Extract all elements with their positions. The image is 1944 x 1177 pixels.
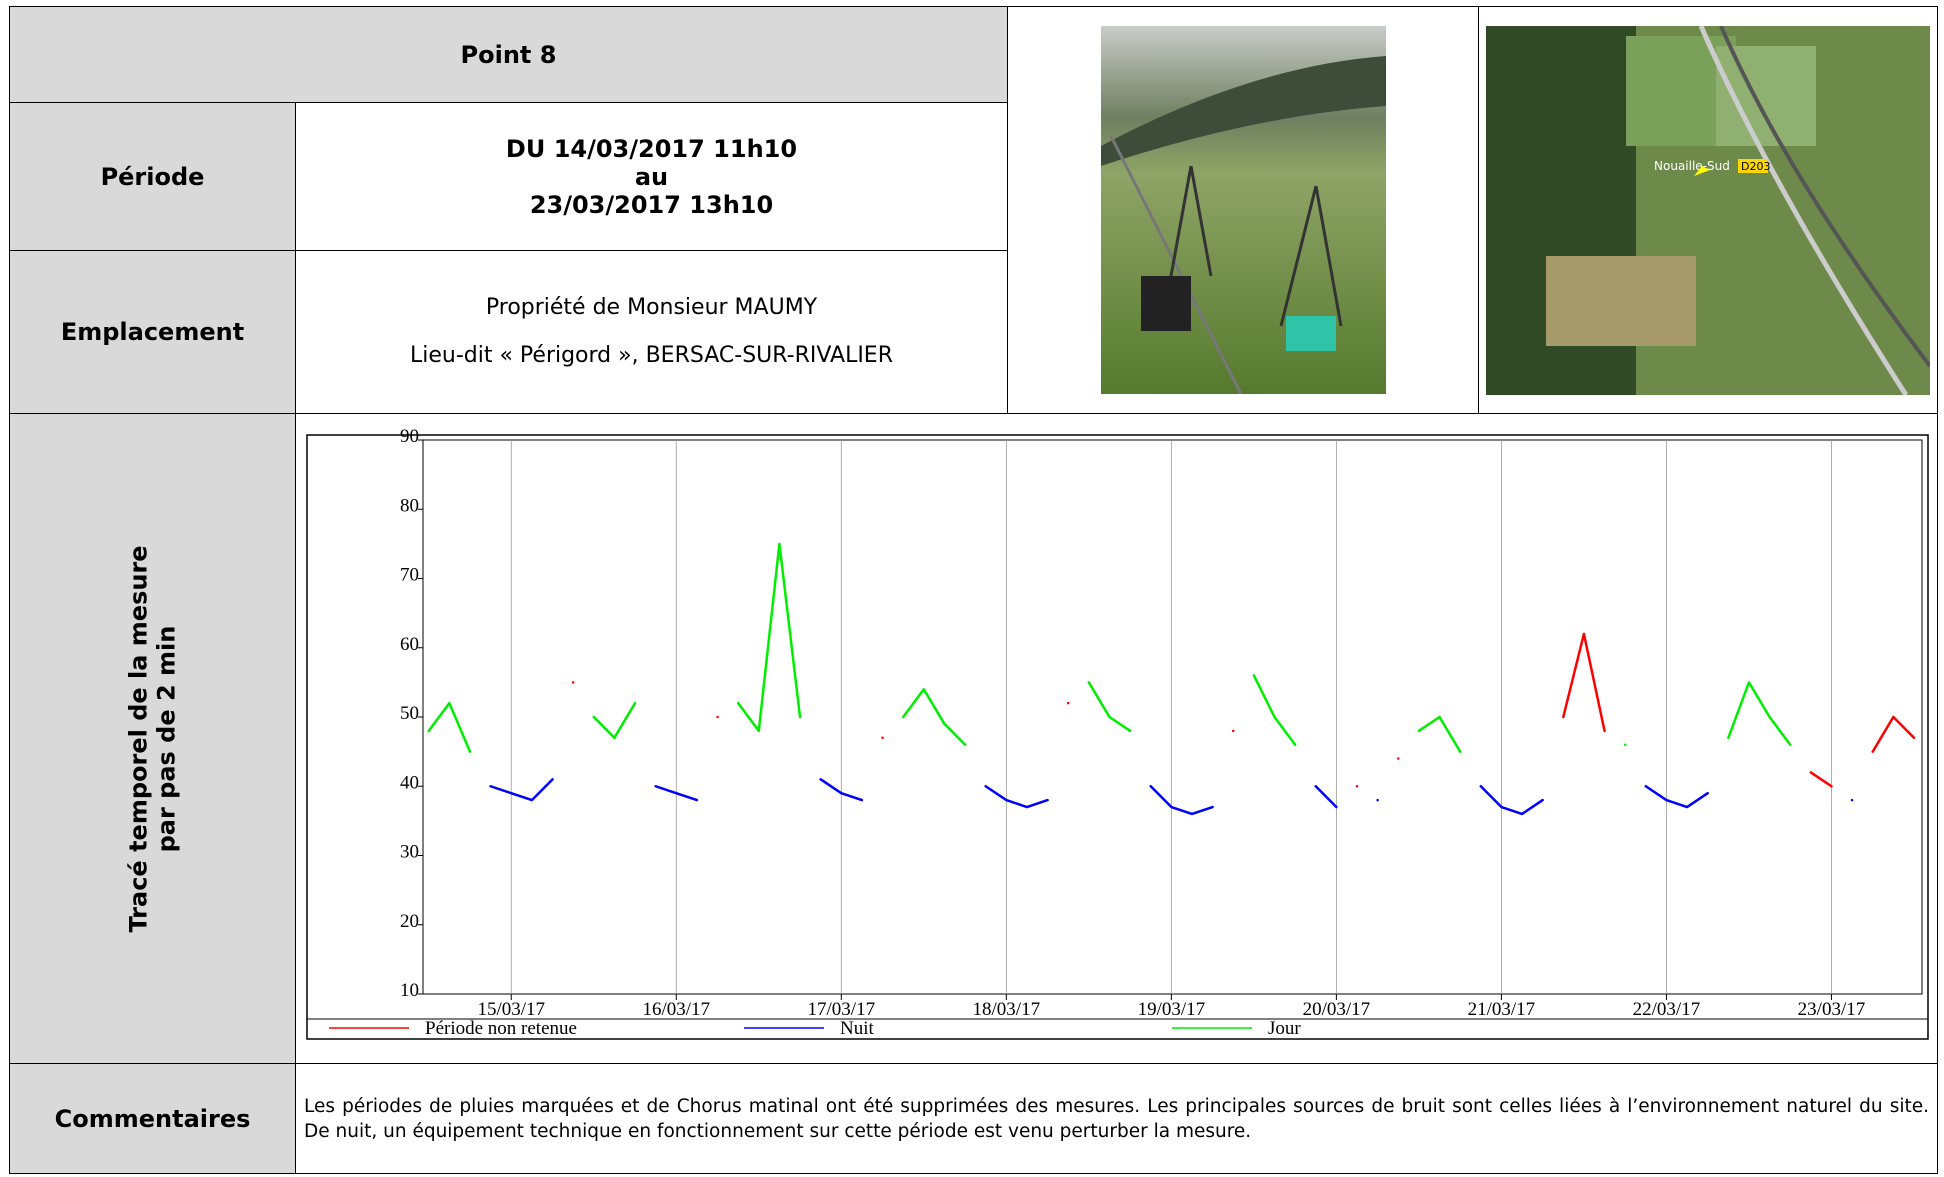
- series-line: [571, 632, 1916, 788]
- plot-area: [422, 439, 1923, 995]
- chart-frame: [306, 434, 1929, 1040]
- x-tick-label: 17/03/17: [808, 999, 876, 1020]
- x-tick-label: 22/03/17: [1633, 999, 1701, 1020]
- x-tick-label: 15/03/17: [477, 999, 545, 1020]
- y-tick-label: 80: [400, 495, 419, 516]
- label-cell: Commentaires: [9, 1063, 296, 1174]
- site-photo: [1100, 26, 1386, 394]
- y-tick-label: 40: [400, 772, 419, 793]
- series-line: [427, 542, 1792, 753]
- value-cell: DU 14/03/2017 11h10 au 23/03/2017 13h10: [295, 102, 1008, 251]
- legend-label: Période non retenue: [425, 1018, 577, 1039]
- label-cell: Tracé temporel de la mesure par pas de 2…: [9, 413, 296, 1064]
- legend-label: Nuit: [840, 1018, 875, 1039]
- y-tick-label: 90: [400, 426, 419, 447]
- label-cell: Emplacement: [9, 250, 296, 414]
- x-tick-label: 23/03/17: [1798, 999, 1866, 1020]
- title: Point 8: [460, 40, 557, 69]
- comments-cell: Les périodes de pluies marquées et de Ch…: [295, 1063, 1938, 1174]
- x-tick-label: 19/03/17: [1138, 999, 1206, 1020]
- comments-text: Les périodes de pluies marquées et de Ch…: [304, 1095, 1929, 1142]
- period-line: 23/03/2017 13h10: [529, 190, 774, 219]
- location-line: Propriété de Monsieur MAUMY: [485, 295, 818, 320]
- y-tick-label: 10: [400, 980, 419, 1001]
- x-tick-label: 16/03/17: [642, 999, 710, 1020]
- period-line: au: [634, 162, 669, 191]
- photo-cell: [1007, 6, 1479, 414]
- period-line: DU 14/03/2017 11h10: [505, 134, 798, 163]
- x-tick-label: 20/03/17: [1303, 999, 1371, 1020]
- y-tick-label: 70: [400, 565, 419, 586]
- comments-label: Commentaires: [54, 1104, 251, 1133]
- x-tick-label: 18/03/17: [973, 999, 1041, 1020]
- map-label: D203: [1741, 160, 1770, 173]
- series-line: [489, 778, 1854, 816]
- x-tick-label: 21/03/17: [1468, 999, 1536, 1020]
- map-image: Nouaille-Sud D203: [1486, 25, 1930, 395]
- y-tick-label: 30: [400, 842, 419, 863]
- value-cell: Propriété de Monsieur MAUMY Lieu-dit « P…: [295, 250, 1008, 414]
- location-line: Lieu-dit « Périgord », BERSAC-SUR-RIVALI…: [409, 343, 893, 368]
- y-tick-label: 60: [400, 634, 419, 655]
- legend-label: Jour: [1268, 1018, 1301, 1039]
- map-label: Nouaille-Sud: [1654, 159, 1730, 173]
- title-cell: Point 8: [9, 6, 1008, 103]
- y-tick-label: 50: [400, 703, 419, 724]
- y-tick-label: 20: [400, 911, 419, 932]
- row-label: Période: [100, 162, 205, 191]
- row-label: Emplacement: [60, 318, 245, 346]
- map-cell: Nouaille-Sud D203: [1478, 6, 1938, 414]
